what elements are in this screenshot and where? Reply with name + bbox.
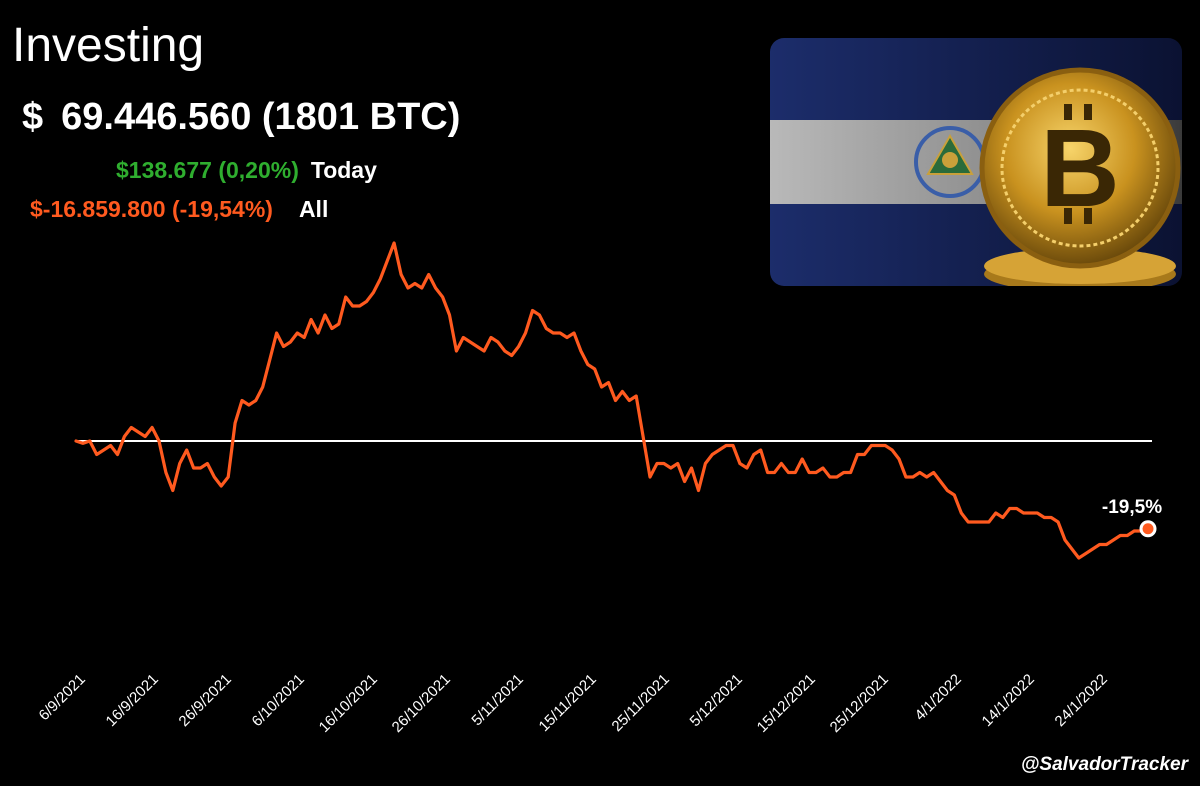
- all-label: All: [298, 196, 329, 222]
- svg-text:B: B: [1040, 107, 1119, 230]
- x-tick-label: 24/1/2022: [1052, 671, 1111, 730]
- x-tick-label: 15/12/2021: [754, 671, 819, 736]
- x-tick-label: 15/11/2021: [536, 671, 600, 735]
- author-handle: @SalvadorTracker: [1020, 754, 1188, 775]
- today-change-row: $138.677 (0,20%) Today: [116, 157, 377, 184]
- all-change-value: $-16.859.800 (-19,54%): [30, 196, 273, 222]
- x-tick-label: 4/1/2022: [912, 671, 965, 724]
- x-tick-label: 16/10/2021: [316, 671, 381, 736]
- currency-symbol: $: [22, 96, 44, 138]
- x-tick-label: 16/9/2021: [103, 671, 162, 730]
- all-change-row: $-16.859.800 (-19,54%) All: [30, 196, 328, 223]
- series-line: [74, 241, 1150, 560]
- page-title: Investing: [12, 19, 205, 72]
- x-tick-label: 5/11/2021: [468, 671, 526, 729]
- portfolio-total: $69.446.560 (1801 BTC): [22, 96, 460, 139]
- end-point-marker: [1139, 520, 1157, 538]
- x-tick-label: 25/12/2021: [827, 671, 892, 736]
- today-label: Today: [310, 157, 377, 183]
- el-salvador-flag-bitcoin-icon: B: [770, 38, 1182, 286]
- x-tick-label: 14/1/2022: [979, 671, 1038, 730]
- end-value-label: -19,5%: [1102, 497, 1162, 518]
- x-tick-label: 26/10/2021: [389, 671, 454, 736]
- x-tick-label: 6/10/2021: [249, 671, 308, 730]
- x-tick-label: 25/11/2021: [609, 671, 673, 735]
- today-change-value: $138.677 (0,20%): [116, 157, 299, 183]
- x-tick-label: 5/12/2021: [687, 671, 746, 730]
- x-tick-label: 26/9/2021: [176, 671, 235, 730]
- x-tick-label: 6/9/2021: [36, 671, 89, 724]
- total-value: 69.446.560 (1801 BTC): [61, 96, 461, 138]
